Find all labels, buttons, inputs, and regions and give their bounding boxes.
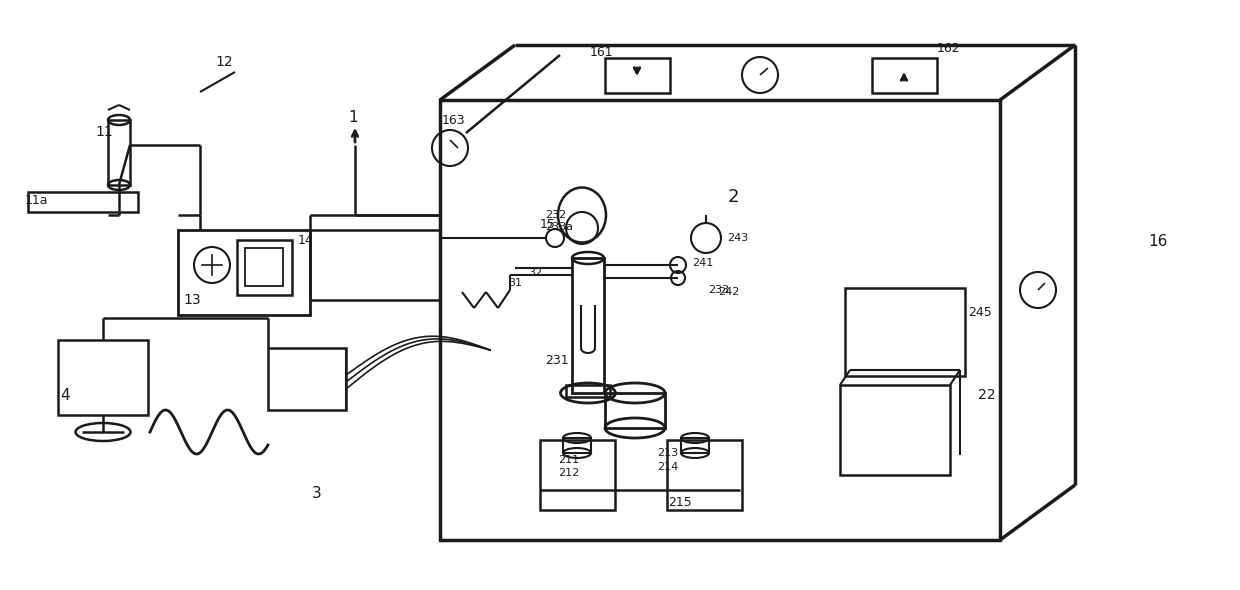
Text: 161: 161 [590,45,614,58]
Text: 11: 11 [95,125,113,139]
Bar [572,258,604,393]
Bar [440,100,999,540]
Text: 233: 233 [708,285,729,295]
Text: 243: 243 [727,233,748,243]
Bar [565,385,610,397]
Text: 2: 2 [728,188,739,206]
Text: 14: 14 [298,234,314,247]
Bar [563,438,591,453]
Text: 231: 231 [546,353,569,366]
Text: 22: 22 [978,388,996,402]
Bar [108,120,130,185]
Text: 214: 214 [657,462,678,472]
Bar [268,348,346,410]
Text: 212: 212 [558,468,579,478]
Bar [605,393,665,428]
Text: 162: 162 [937,41,961,54]
Text: 242: 242 [718,287,739,297]
Text: 211: 211 [558,455,579,465]
Text: 13: 13 [184,293,201,307]
Text: 241: 241 [692,258,713,268]
Text: 31: 31 [508,278,522,288]
Bar [839,385,950,475]
Text: 12: 12 [215,55,233,69]
Bar [246,248,283,286]
Text: 32: 32 [528,268,542,278]
Bar [237,240,291,295]
Text: 233a: 233a [546,222,573,232]
Text: 16: 16 [1148,234,1167,250]
Text: 215: 215 [668,497,692,510]
Text: 163: 163 [441,113,466,126]
Text: 245: 245 [968,306,992,319]
Bar [681,438,709,453]
Text: 3: 3 [312,486,321,500]
Bar [539,440,615,510]
Bar [667,440,742,510]
Bar [844,288,965,376]
Bar [179,230,310,315]
Text: 4: 4 [60,388,69,404]
Bar [29,192,138,212]
Text: 1: 1 [348,110,357,126]
Bar [58,340,148,415]
Bar [872,58,937,93]
Text: 232: 232 [546,210,567,220]
Text: 11a: 11a [25,194,48,206]
Bar [605,58,670,93]
Text: 15: 15 [539,218,556,231]
Text: 213: 213 [657,448,678,458]
